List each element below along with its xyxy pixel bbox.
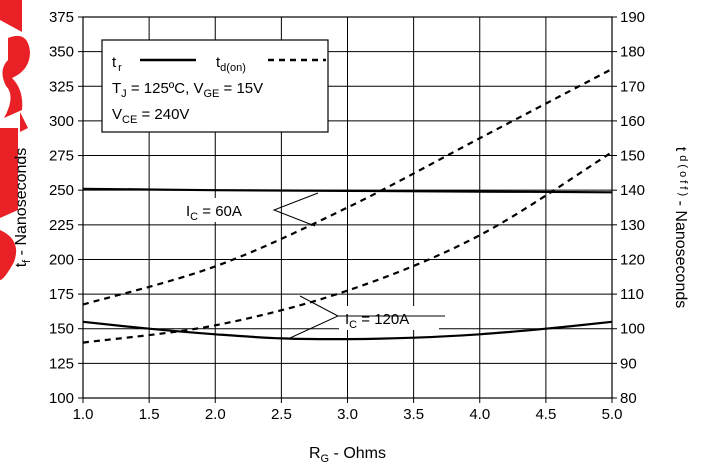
y-right-axis-title: td ( o f f ) - Nanoseconds (672, 147, 689, 308)
watermark-shape (0, 230, 17, 280)
series-line-solid-0 (82, 187, 613, 194)
annotation-leader-60a (272, 192, 319, 227)
y-left-tick-label: 200 (49, 251, 74, 268)
x-tick-label: 1.5 (139, 406, 160, 423)
axis-titles: RG - Ohms tf - Nanoseconds td ( o f f ) - … (13, 147, 689, 465)
x-tick-label: 4.5 (535, 406, 556, 423)
series-line-solid-1 (82, 320, 613, 341)
annotation-ic-120a: IC = 120A (345, 311, 409, 331)
y-right-tick-label: 140 (620, 182, 645, 199)
series-layer (82, 68, 613, 344)
x-tick-label: 3.0 (337, 406, 358, 423)
x-tick-label: 3.5 (403, 406, 424, 423)
y-left-tick-label: 125 (49, 355, 74, 372)
y-left-tick-label: 300 (49, 113, 74, 130)
watermark-shape (2, 35, 30, 118)
legend-condition-2: VCE = 240V (112, 106, 189, 126)
y-left-tick-label: 175 (49, 286, 74, 303)
watermark-shape (20, 112, 28, 132)
y-right-tick-label: 130 (620, 217, 645, 234)
y-left-tick-label: 225 (49, 217, 74, 234)
y-right-tick-label: 150 (620, 148, 645, 165)
y-right-tick-label: 80 (620, 390, 637, 407)
y-left-axis-title: tf - Nanoseconds (13, 148, 33, 268)
legend-dashed-label: td(on) (216, 54, 246, 74)
grid-lines (83, 17, 612, 398)
y-right-tick-label: 110 (620, 286, 644, 303)
legend-condition-1: TJ = 125ºC, VGE = 15V (112, 80, 263, 100)
x-tick-label: 4.0 (469, 406, 490, 423)
x-tick-label: 5.0 (602, 406, 623, 423)
y-left-tick-label: 150 (49, 321, 74, 338)
annotation-bg (184, 198, 270, 222)
series-line-dashed-2 (82, 68, 613, 306)
y-left-tick-label: 100 (49, 390, 74, 407)
y-right-tick-label: 170 (620, 78, 645, 95)
x-axis-title: RG - Ohms (309, 445, 386, 465)
y-right-tick-label: 100 (620, 321, 645, 338)
legend: t r td(on) TJ = 125ºC, VGE = 15V VCE = 240V (101, 39, 329, 133)
y-left-tick-label: 350 (49, 44, 74, 61)
axes-layer (78, 16, 617, 403)
watermark-shape (0, 0, 22, 32)
legend-box (101, 39, 329, 133)
y-left-tick-label: 250 (49, 182, 74, 199)
x-tick-label: 2.5 (271, 406, 292, 423)
annotation-ic-60a: IC = 60A (186, 203, 242, 223)
series-line-dashed-3 (82, 151, 613, 344)
y-right-tick-label: 160 (620, 113, 645, 130)
y-right-tick-label: 190 (620, 9, 645, 26)
y-right-tick-label: 180 (620, 44, 645, 61)
x-tick-label: 1.0 (73, 406, 94, 423)
watermark-logo (0, 0, 30, 280)
y-right-tick-label: 120 (620, 251, 645, 268)
tick-labels: 1.0 1.5 2.0 2.5 3.0 3.5 4.0 4.5 5.0 100 125 150 175 2… (49, 9, 645, 423)
watermark-shape (0, 128, 18, 218)
y-left-tick-label: 375 (49, 9, 74, 26)
y-left-tick-label: 325 (49, 78, 74, 95)
annotation-bg (339, 306, 439, 330)
x-tick-label: 2.0 (205, 406, 226, 423)
annotations: IC = 60A IC = 120A (184, 192, 445, 339)
y-left-tick-label: 275 (49, 148, 74, 165)
y-right-tick-label: 90 (620, 355, 637, 372)
